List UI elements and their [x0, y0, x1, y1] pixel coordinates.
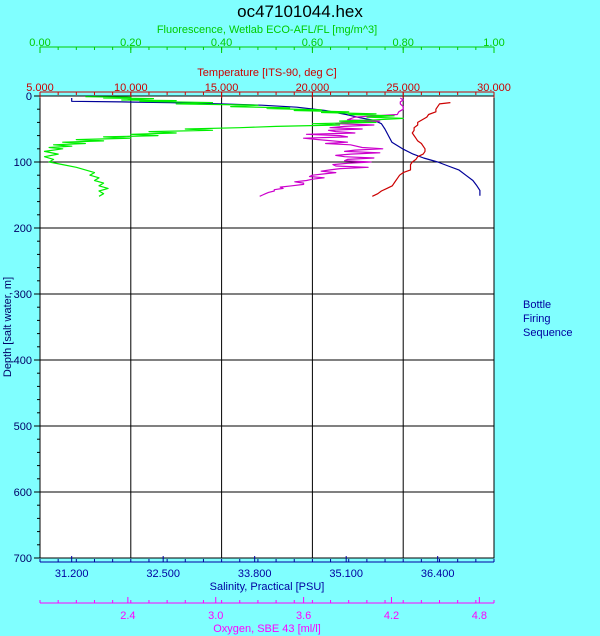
depth-tick-label: 0 [26, 91, 32, 103]
temperature-tick-label: 30.000 [477, 82, 511, 94]
depth-tick-label: 400 [14, 355, 32, 367]
oxygen-tick-label: 3.0 [208, 610, 223, 622]
depth-tick-label: 600 [14, 487, 32, 499]
fluorescence-tick-label: 1.00 [483, 37, 504, 49]
oxygen-tick-label: 2.4 [120, 610, 135, 622]
oxygen-tick-label: 4.2 [384, 610, 399, 622]
salinity-tick-label: 32.500 [146, 568, 180, 580]
side-label-line: Bottle [523, 299, 551, 311]
oxygen-tick-label: 3.6 [296, 610, 311, 622]
fluorescence-tick-label: 0.20 [120, 37, 141, 49]
fluorescence-tick-label: 0.40 [211, 37, 232, 49]
fluorescence-tick-label: 0.00 [29, 37, 50, 49]
plot-area [39, 95, 495, 559]
fluorescence-tick-label: 0.80 [392, 37, 413, 49]
salinity-tick-label: 31.200 [55, 568, 89, 580]
temperature-tick-label: 15.000 [205, 82, 239, 94]
bottle-firing-sequence-label: Bottle Firing Sequence [523, 299, 573, 339]
oxygen-tick-label: 4.8 [472, 610, 487, 622]
oxygen-profile-line [259, 97, 404, 197]
depth-tick-label: 200 [14, 223, 32, 235]
fluorescence-profile-line [43, 96, 404, 197]
axes: 0 100 200 300 400 500 600 700 0.00 0.20 0.40 0.60 0.… [14, 24, 511, 635]
salinity-tick-label: 36.400 [421, 568, 455, 580]
fluorescence-tick-label: 0.60 [302, 37, 323, 49]
side-label-line: Firing [523, 313, 551, 325]
temperature-tick-label: 5.000 [26, 82, 54, 94]
depth-tick-label: 700 [14, 553, 32, 565]
oxygen-axis-label: Oxygen, SBE 43 [ml/l] [213, 623, 321, 635]
temperature-tick-label: 25.000 [386, 82, 420, 94]
temperature-tick-label: 20.000 [296, 82, 330, 94]
series-layer [43, 96, 481, 197]
depth-tick-label: 500 [14, 421, 32, 433]
chart-title: oc47101044.hex [237, 2, 363, 21]
salinity-tick-label: 35.100 [329, 568, 363, 580]
fluorescence-axis-label: Fluorescence, Wetlab ECO-AFL/FL [mg/m^3] [157, 24, 377, 36]
temperature-tick-label: 10.000 [114, 82, 148, 94]
depth-tick-label: 100 [14, 157, 32, 169]
grid-lines [40, 96, 494, 558]
temperature-profile-line [372, 102, 451, 197]
salinity-tick-label: 33.800 [238, 568, 272, 580]
depth-axis-label: Depth [salt water, m] [2, 277, 14, 377]
side-label-line: Sequence [523, 327, 573, 339]
depth-tick-label: 300 [14, 289, 32, 301]
temperature-axis-label: Temperature [ITS-90, deg C] [197, 67, 336, 79]
salinity-axis-label: Salinity, Practical [PSU] [210, 581, 325, 593]
